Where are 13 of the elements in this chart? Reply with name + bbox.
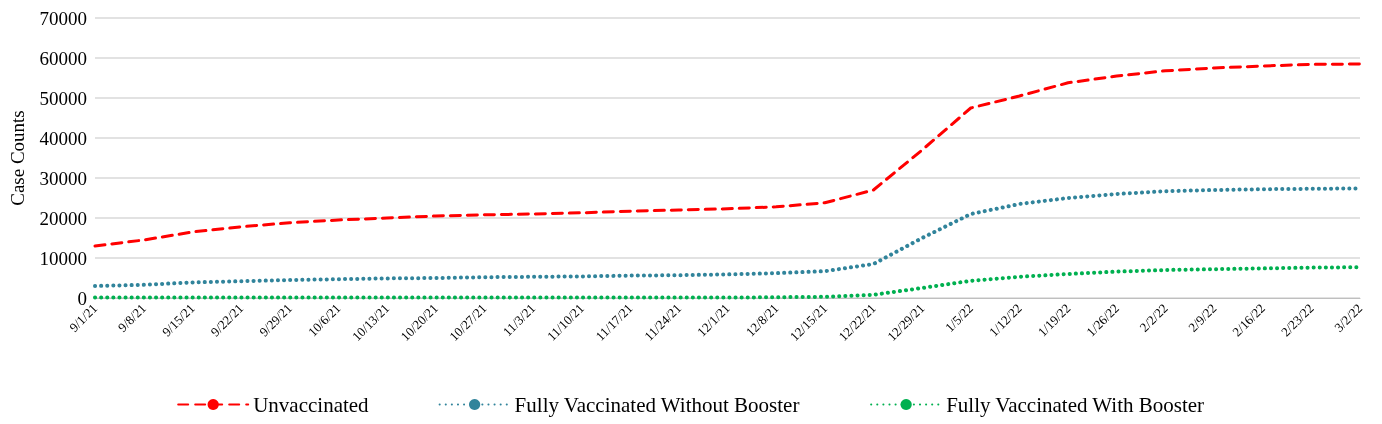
- legend-label: Fully Vaccinated Without Booster: [514, 392, 800, 417]
- y-tick-label: 40000: [39, 127, 87, 149]
- line-series: [93, 62, 1362, 248]
- y-tick-label: 60000: [39, 47, 87, 69]
- y-tick-label: 70000: [39, 7, 87, 29]
- y-axis-title: Case Counts: [7, 110, 28, 206]
- legend-label: Fully Vaccinated With Booster: [946, 392, 1205, 417]
- y-tick-label: 0: [77, 287, 87, 309]
- y-tick-label: 20000: [39, 207, 87, 229]
- y-tick-label: 50000: [39, 87, 87, 109]
- y-tick-label: 10000: [39, 247, 87, 269]
- y-tick-label: 30000: [39, 167, 87, 189]
- legend-label: Unvaccinated: [253, 392, 370, 417]
